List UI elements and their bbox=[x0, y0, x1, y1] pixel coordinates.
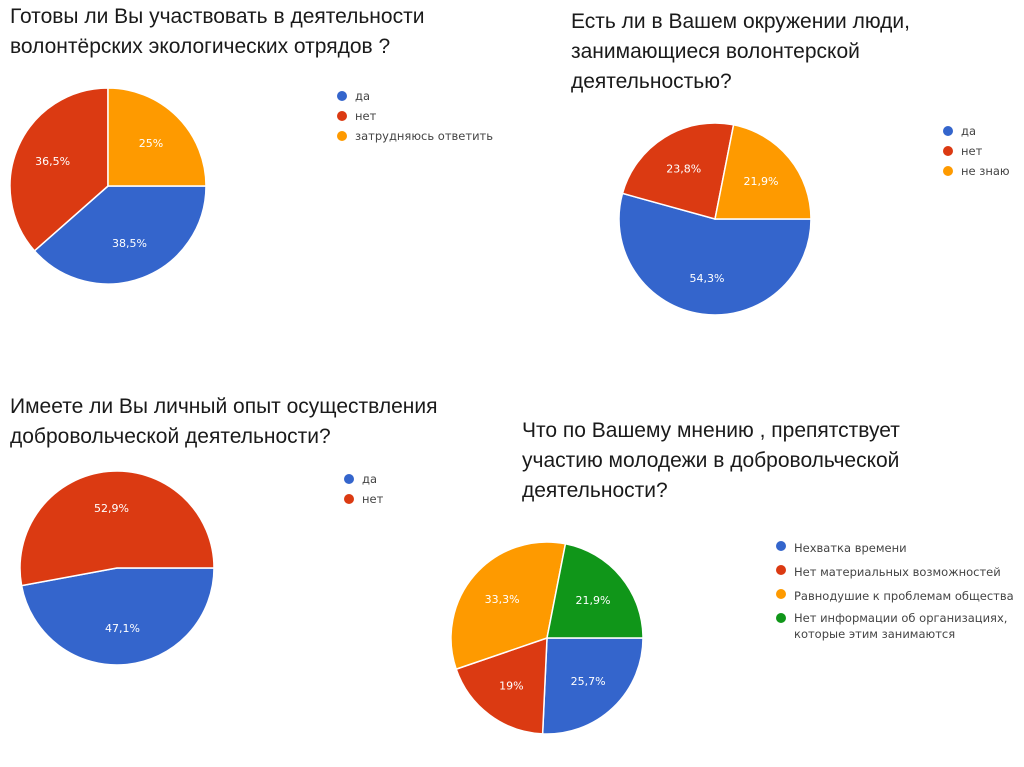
pie-chart: 47,1% 52,9% bbox=[19, 470, 215, 666]
pie-slice-не-знаю bbox=[714, 123, 812, 220]
slice-data-label: 21,9% bbox=[575, 594, 610, 607]
legend-swatch bbox=[943, 166, 953, 176]
pie-slice-нет-информации-об-организациях-которые-этим-занимаются bbox=[546, 542, 644, 639]
chart-title: Есть ли в Вашем окружении люди, занимающ… bbox=[571, 10, 910, 93]
legend-label: да bbox=[362, 472, 377, 486]
pie-slice-равнодушие-к-проблемам-общества bbox=[450, 541, 567, 671]
pie-slice-да bbox=[33, 185, 207, 285]
pie-slice-да bbox=[20, 567, 215, 666]
legend-label: Равнодушие к проблемам общества bbox=[794, 589, 1014, 603]
slice-data-label: 52,9% bbox=[94, 502, 129, 515]
legend-label: да bbox=[961, 124, 976, 138]
legend-swatch bbox=[776, 565, 786, 575]
legend-swatch bbox=[943, 146, 953, 156]
legend-item: да bbox=[943, 121, 1010, 141]
legend-swatch bbox=[344, 494, 354, 504]
legend-label: не знаю bbox=[961, 164, 1010, 178]
legend-swatch bbox=[337, 131, 347, 141]
legend-item: Нехватка времени bbox=[776, 538, 1016, 558]
slice-data-label: 25,7% bbox=[571, 675, 606, 688]
chart-legend: Нехватка времени Нет материальных возможн… bbox=[776, 538, 1016, 648]
pie-slice-затрудняюсь-ответить bbox=[107, 87, 207, 187]
chart-legend: да нет не знаю bbox=[943, 121, 1010, 181]
legend-item: Равнодушие к проблемам общества bbox=[776, 586, 1016, 606]
legend-label: затрудняюсь ответить bbox=[355, 129, 494, 143]
slice-data-label: 19% bbox=[499, 680, 523, 693]
legend-label: нет bbox=[961, 144, 983, 158]
legend-item: не знаю bbox=[943, 161, 1010, 181]
chart-legend: да нет bbox=[344, 469, 383, 509]
pie-slice-да bbox=[618, 192, 812, 316]
slice-data-label: 23,8% bbox=[666, 162, 701, 175]
slice-data-label: 54,3% bbox=[690, 272, 725, 285]
slice-data-label: 47,1% bbox=[105, 622, 140, 635]
slice-data-label: 25% bbox=[139, 137, 163, 150]
legend-swatch bbox=[344, 474, 354, 484]
legend-label: нет bbox=[362, 492, 384, 506]
legend-label: Нет материальных возможностей bbox=[794, 565, 1001, 579]
legend-item: да bbox=[337, 86, 493, 106]
chart-legend: да нет затрудняюсь ответить bbox=[337, 86, 493, 146]
legend-label: Нет информации об организациях, которые … bbox=[794, 611, 1008, 641]
pie-chart: 25,7% 19% 33,3% 21,9% bbox=[450, 541, 644, 735]
slice-data-label: 36,5% bbox=[35, 155, 70, 168]
legend-swatch bbox=[337, 91, 347, 101]
legend-item: да bbox=[344, 469, 383, 489]
legend-swatch bbox=[776, 541, 786, 551]
slice-data-label: 38,5% bbox=[112, 237, 147, 250]
legend-item: нет bbox=[943, 141, 1010, 161]
legend-swatch bbox=[943, 126, 953, 136]
slice-data-label: 33,3% bbox=[485, 593, 520, 606]
legend-item: нет bbox=[344, 489, 383, 509]
chart-title: Что по Вашему мнению , препятствует учас… bbox=[522, 419, 900, 502]
legend-item: затрудняюсь ответить bbox=[337, 126, 493, 146]
legend-item: нет bbox=[337, 106, 493, 126]
legend-swatch bbox=[337, 111, 347, 121]
legend-item: Нет материальных возможностей bbox=[776, 562, 1016, 582]
pie-slice-нет bbox=[9, 87, 109, 252]
legend-label: Нехватка времени bbox=[794, 541, 907, 555]
slice-data-label: 21,9% bbox=[744, 175, 779, 188]
pie-slice-нет bbox=[19, 470, 215, 587]
pie-slice-нет bbox=[621, 122, 735, 220]
pie-slice-нехватка-времени bbox=[541, 637, 644, 735]
chart-title: Готовы ли Вы участвовать в деятельности … bbox=[10, 5, 425, 58]
legend-item: Нет информации об организациях, которые … bbox=[776, 610, 1016, 644]
pie-chart: 54,3% 23,8% 21,9% bbox=[618, 122, 812, 316]
pie-chart: 38,5% 36,5% 25% bbox=[9, 87, 207, 285]
legend-label: да bbox=[355, 89, 370, 103]
legend-label: нет bbox=[355, 109, 377, 123]
legend-swatch bbox=[776, 589, 786, 599]
legend-swatch bbox=[776, 613, 786, 623]
chart-title: Имеете ли Вы личный опыт осуществления д… bbox=[10, 395, 438, 448]
